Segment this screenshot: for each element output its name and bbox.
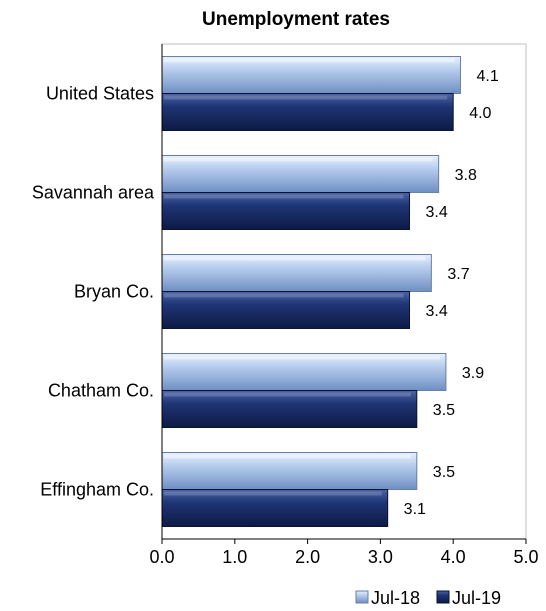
category-label: Effingham Co.	[40, 480, 154, 500]
legend: Jul-18 Jul-19	[355, 588, 501, 608]
bar-bevel	[164, 454, 411, 459]
bar-bevel	[164, 58, 455, 63]
value-label: 3.5	[433, 464, 455, 481]
bar-bevel	[164, 194, 404, 199]
x-tick-label: 4.0	[441, 547, 466, 567]
value-label: 3.9	[462, 365, 484, 382]
value-label: 3.1	[404, 501, 426, 518]
bar-bevel	[164, 95, 448, 100]
x-tick-label: 1.0	[222, 547, 247, 567]
category-label: Savannah area	[32, 183, 155, 203]
value-label: 3.5	[433, 402, 455, 419]
bar-bevel	[164, 293, 404, 298]
value-label: 4.1	[476, 68, 498, 85]
x-tick-label: 2.0	[295, 547, 320, 567]
x-tick-label: 5.0	[513, 547, 538, 567]
bar-bevel	[164, 392, 411, 397]
bar-jul-18	[161, 155, 440, 193]
category-label: Bryan Co.	[74, 282, 154, 302]
value-label: 4.0	[469, 105, 491, 122]
chart-title: Unemployment rates	[202, 9, 390, 30]
x-tick-label: 3.0	[368, 547, 393, 567]
bar-bevel	[164, 355, 440, 360]
category-label: Chatham Co.	[48, 381, 154, 401]
value-label: 3.4	[426, 204, 448, 221]
value-label: 3.7	[447, 266, 469, 283]
bar-bevel	[164, 157, 433, 162]
legend-swatch-jul-19	[436, 590, 450, 604]
bar-jul-19	[161, 93, 454, 131]
x-tick-label: 0.0	[149, 547, 174, 567]
legend-label: Jul-19	[452, 588, 501, 608]
bar-bevel	[164, 491, 382, 496]
value-label: 3.8	[455, 167, 477, 184]
bar-bevel	[164, 256, 426, 261]
bar-jul-19	[161, 489, 389, 527]
x-ticks-group: 0.0 1.0 2.0 3.0 4.0 5.0	[149, 539, 539, 567]
bars-group: United States 4.1 4.0 Savannah area 3.8 3.4 Br…	[32, 56, 499, 527]
legend-swatch-jul-18	[355, 590, 369, 604]
category-label: United States	[46, 84, 154, 104]
legend-label: Jul-18	[371, 588, 420, 608]
value-label: 3.4	[426, 303, 448, 320]
bar-jul-18	[161, 452, 418, 490]
